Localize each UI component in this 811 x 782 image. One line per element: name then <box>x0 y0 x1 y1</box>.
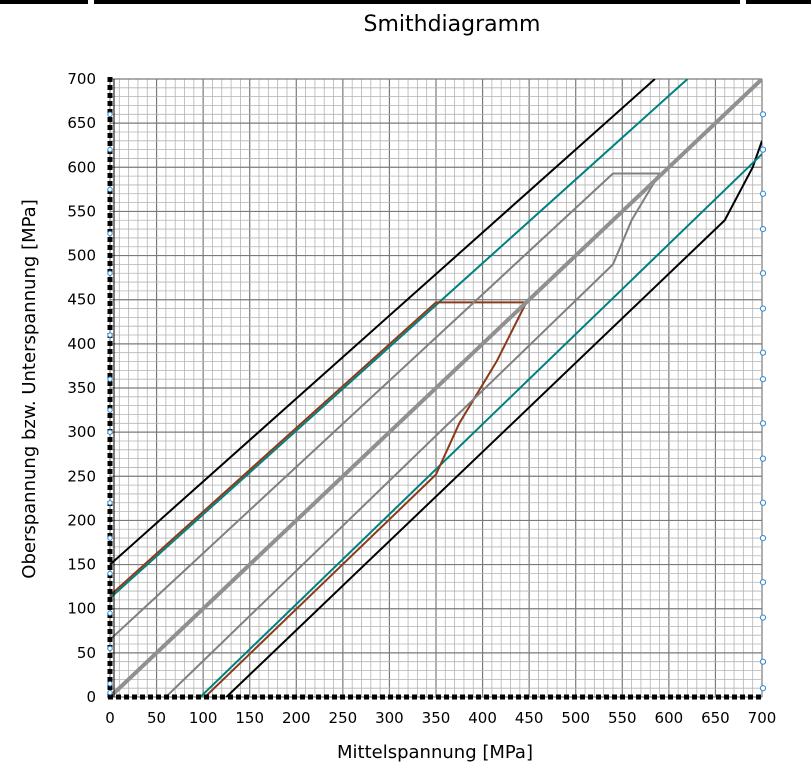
edge-marker <box>759 190 767 197</box>
y-tick-label: 50 <box>77 644 96 662</box>
axis-marker <box>107 681 113 687</box>
axis-marker <box>107 570 113 577</box>
y-tick-label: 550 <box>67 202 96 220</box>
y-tick-label: 650 <box>67 114 96 132</box>
series-lines <box>110 79 762 697</box>
series-line <box>204 301 528 697</box>
y-tick-label: 200 <box>67 511 96 529</box>
axis-marker <box>107 645 113 652</box>
y-axis-title: Oberspannung bzw. Unterspannung [MPa] <box>19 199 40 578</box>
series-line <box>110 172 660 641</box>
axis-marker <box>107 332 113 338</box>
edge-marker <box>759 579 767 586</box>
tick-labels: 0 50 100 150 200 250 300 350 400 450 500 550 600 650 7… <box>67 70 776 727</box>
edge-marker <box>759 349 767 356</box>
axis-marker <box>107 111 113 118</box>
x-tick-label: 0 <box>105 709 115 727</box>
x-axis-title: Mittelspannung [MPa] <box>337 742 533 763</box>
y-tick-label: 300 <box>67 423 96 441</box>
series-line <box>199 153 762 697</box>
edge-marker <box>759 111 767 118</box>
x-tick-label: 450 <box>515 709 544 727</box>
edge-marker <box>759 658 767 665</box>
axis-marker <box>107 186 113 193</box>
axis-marker <box>107 230 113 237</box>
x-tick-label: 300 <box>375 709 404 727</box>
y-tick-label: 0 <box>86 688 96 706</box>
edge-marker <box>759 420 767 427</box>
series-line <box>110 79 762 697</box>
edge-marker <box>759 534 767 542</box>
y-tick-label: 450 <box>67 291 96 309</box>
series-line <box>110 79 689 599</box>
series-line <box>225 140 762 697</box>
edge-marker <box>759 499 767 506</box>
top-border-gap <box>88 0 94 4</box>
y-tick-label: 500 <box>67 247 96 265</box>
axis-marker <box>107 376 113 382</box>
series-line <box>110 79 656 566</box>
y-tick-label: 250 <box>67 467 96 485</box>
x-tick-label: 100 <box>189 709 218 727</box>
series-line <box>165 172 661 697</box>
edge-marker <box>759 225 767 233</box>
axes <box>107 77 764 700</box>
edge-marker <box>759 270 767 277</box>
axis-marker <box>107 270 113 276</box>
y-tick-label: 700 <box>67 70 96 88</box>
x-tick-label: 150 <box>235 709 264 727</box>
axis-marker <box>107 407 113 413</box>
edge-markers <box>107 111 767 696</box>
axis-marker <box>107 535 113 541</box>
axis-marker <box>107 610 113 616</box>
x-tick-label: 500 <box>561 709 590 727</box>
x-tick-label: 600 <box>655 709 684 727</box>
top-border-gap <box>740 0 746 4</box>
x-tick-label: 200 <box>282 709 311 727</box>
x-tick-label: 350 <box>422 709 451 727</box>
edge-marker <box>759 455 767 462</box>
y-tick-label: 350 <box>67 379 96 397</box>
edge-marker <box>759 376 767 383</box>
chart-title: Smithdiagramm <box>363 12 541 37</box>
y-tick-label: 600 <box>67 158 96 176</box>
edge-marker <box>759 614 767 621</box>
y-tick-label: 100 <box>67 600 96 618</box>
axis-marker <box>107 500 113 506</box>
x-tick-label: 50 <box>147 709 166 727</box>
series-line <box>110 301 527 597</box>
y-tick-label: 400 <box>67 335 96 353</box>
axis-marker <box>107 689 113 696</box>
x-tick-label: 250 <box>329 709 358 727</box>
axis-marker <box>107 146 113 153</box>
x-tick-label: 650 <box>701 709 730 727</box>
edge-marker <box>759 305 767 312</box>
x-tick-label: 400 <box>468 709 497 727</box>
x-tick-label: 700 <box>748 709 777 727</box>
edge-marker <box>759 685 767 692</box>
axis-marker <box>107 429 113 435</box>
top-border <box>0 0 811 4</box>
x-tick-label: 550 <box>608 709 637 727</box>
edge-marker <box>759 146 767 153</box>
y-tick-label: 150 <box>67 556 96 574</box>
